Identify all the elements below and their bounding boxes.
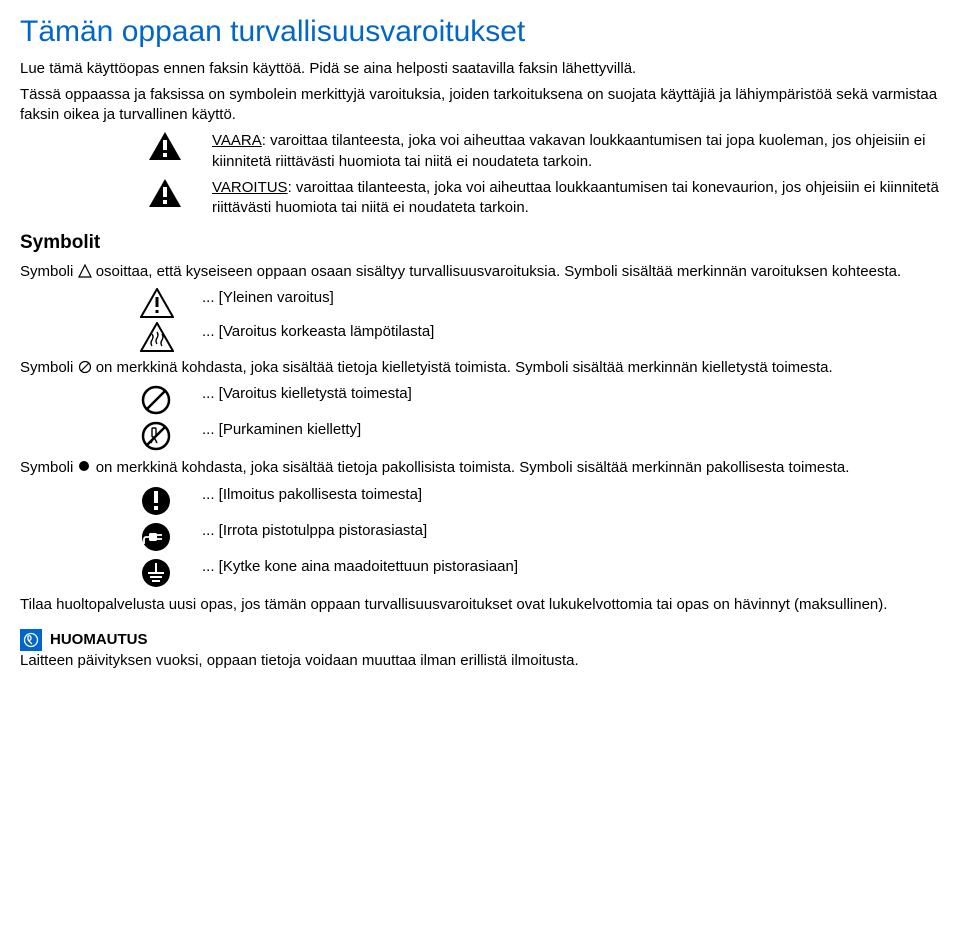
warning-filled-icon — [148, 131, 182, 161]
vaara-text: : varoittaa tilanteesta, joka voi aiheut… — [212, 132, 925, 169]
item-ground: ... [Kytke kone aina maadoitettuun pisto… — [20, 557, 940, 589]
mandatory-icon — [140, 485, 172, 517]
triangle-outline-icon — [78, 264, 92, 278]
varoitus-text: : varoittaa tilanteesta, joka voi aiheut… — [212, 179, 939, 216]
item-mandatory-text: ... [Ilmoitus pakollisesta toimesta] — [188, 485, 940, 505]
prohibit-explain: Symboli on merkkinä kohdasta, joka sisäl… — [20, 358, 940, 378]
disassembly-prohibited-icon — [140, 420, 172, 452]
mandatory-explain: Symboli on merkkinä kohdasta, joka sisäl… — [20, 458, 940, 478]
definition-varoitus: VAROITUS: varoittaa tilanteesta, joka vo… — [20, 178, 940, 219]
symbolit-heading: Symbolit — [20, 230, 940, 256]
item-unplug: ... [Irrota pistotulppa pistorasiasta] — [20, 521, 940, 553]
item-disassembly: ... [Purkaminen kielletty] — [20, 420, 940, 452]
closing-paragraph: Tilaa huoltopalvelusta uusi opas, jos tä… — [20, 595, 940, 615]
prohibited-icon — [140, 384, 172, 416]
note-text: Laitteen päivityksen vuoksi, oppaan tiet… — [20, 651, 940, 671]
warning-filled-icon — [148, 178, 182, 208]
varoitus-label: VAROITUS — [212, 179, 288, 196]
prohibit-explain-text: on merkkinä kohdasta, joka sisältää tiet… — [96, 359, 833, 376]
item-prohibited: ... [Varoitus kielletystä toimesta] — [20, 384, 940, 416]
vaara-label: VAARA — [212, 132, 262, 149]
item-general-warning-text: ... [Yleinen varoitus] — [188, 288, 940, 308]
item-heat-warning-text: ... [Varoitus korkeasta lämpötilasta] — [188, 322, 940, 342]
mandatory-explain-text: on merkkinä kohdasta, joka sisältää tiet… — [96, 459, 850, 476]
item-ground-text: ... [Kytke kone aina maadoitettuun pisto… — [188, 557, 940, 577]
triangle-explain-text: osoittaa, että kyseiseen oppaan osaan si… — [96, 263, 901, 280]
item-mandatory: ... [Ilmoitus pakollisesta toimesta] — [20, 485, 940, 517]
definition-vaara: VAARA: varoittaa tilanteesta, joka voi a… — [20, 131, 940, 172]
page-title: Tämän oppaan turvallisuusvaroitukset — [20, 12, 940, 53]
heat-warning-icon — [140, 322, 174, 352]
general-warning-icon — [140, 288, 174, 318]
prohibit-outline-icon — [78, 360, 92, 374]
note-box: HUOMAUTUS Laitteen päivityksen vuoksi, o… — [20, 629, 940, 671]
item-heat-warning: ... [Varoitus korkeasta lämpötilasta] — [20, 322, 940, 352]
item-general-warning: ... [Yleinen varoitus] — [20, 288, 940, 318]
note-title: HUOMAUTUS — [50, 630, 148, 650]
item-disassembly-text: ... [Purkaminen kielletty] — [188, 420, 940, 440]
intro-paragraph-1: Lue tämä käyttöopas ennen faksin käyttöä… — [20, 59, 940, 79]
triangle-explain: Symboli osoittaa, että kyseiseen oppaan … — [20, 262, 940, 282]
ground-icon — [140, 557, 172, 589]
filled-circle-icon — [78, 460, 92, 474]
note-icon — [20, 629, 42, 651]
intro-paragraph-2: Tässä oppaassa ja faksissa on symbolein … — [20, 85, 940, 126]
item-prohibited-text: ... [Varoitus kielletystä toimesta] — [188, 384, 940, 404]
item-unplug-text: ... [Irrota pistotulppa pistorasiasta] — [188, 521, 940, 541]
unplug-icon — [140, 521, 172, 553]
